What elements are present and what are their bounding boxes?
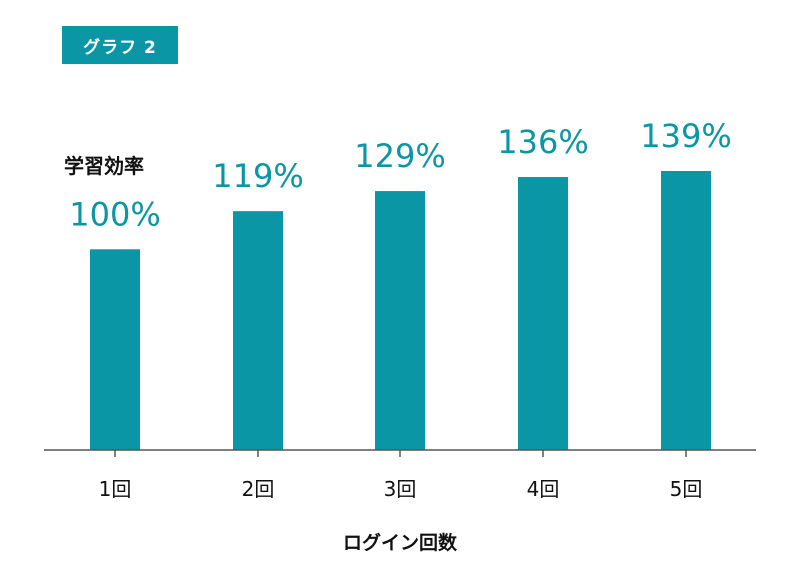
bar-1 [90,249,140,450]
x-tick-label-1: 1回 [99,477,132,501]
x-tick-label-5: 5回 [670,477,703,501]
chart-number-badge: グラフ 2 [62,26,178,64]
value-labels-group: 100% 119% 129% 136% 139% [69,117,731,233]
x-tick-label-4: 4回 [527,477,560,501]
bars-group [90,171,711,450]
x-tick-label-3: 3回 [384,477,417,501]
x-tick-labels-group: 1回 2回 3回 4回 5回 [99,477,703,501]
x-tick-label-2: 2回 [242,477,275,501]
x-ticks-group [114,450,687,457]
x-axis-label: ログイン回数 [342,532,457,554]
bar-5 [661,171,711,450]
value-label-5: 139% [640,117,731,155]
value-label-1: 100% [69,195,160,233]
bar-3 [375,191,425,450]
y-axis-label: 学習効率 [64,154,144,178]
value-label-2: 119% [212,157,303,195]
bar-4 [518,177,568,450]
value-label-4: 136% [497,123,588,161]
bar-2 [233,211,283,450]
value-label-3: 129% [354,137,445,175]
